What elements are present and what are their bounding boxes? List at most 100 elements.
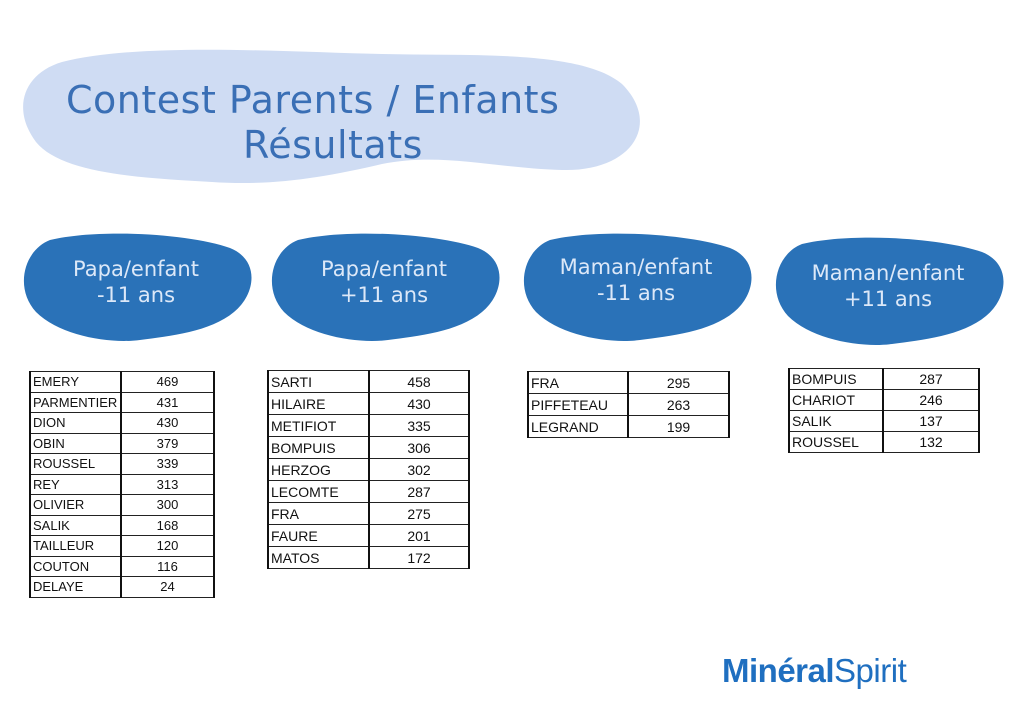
category-papa-plus11: Papa/enfant +11 ans bbox=[268, 232, 500, 344]
participant-score: 300 bbox=[120, 494, 215, 516]
table-row: LEGRAND 199 bbox=[527, 415, 730, 438]
participant-score: 246 bbox=[882, 389, 980, 411]
page-title-line2: Résultats bbox=[243, 123, 423, 167]
participant-score: 137 bbox=[882, 410, 980, 432]
table-row: SARTI 458 bbox=[267, 370, 470, 393]
participant-score: 431 bbox=[120, 391, 215, 413]
table-row: PIFFETEAU 263 bbox=[527, 393, 730, 416]
participant-name: ROUSSEL bbox=[29, 453, 122, 475]
participant-name: FRA bbox=[267, 502, 370, 525]
participant-name: DION bbox=[29, 412, 122, 434]
participant-score: 120 bbox=[120, 535, 215, 557]
table-row: METIFIOT 335 bbox=[267, 414, 470, 437]
category-label: Papa/enfant +11 ans bbox=[268, 256, 500, 308]
results-table-maman-plus11: BOMPUIS 287 CHARIOT 246 SALIK 137 ROUSSEL 132 bbox=[788, 368, 980, 453]
participant-name: OBIN bbox=[29, 432, 122, 454]
participant-name: DELAYE bbox=[29, 576, 122, 598]
page-title-line1: Contest Parents / Enfants bbox=[66, 78, 560, 122]
category-label-line2: +11 ans bbox=[339, 283, 429, 307]
table-row: BOMPUIS 306 bbox=[267, 436, 470, 459]
category-label-line2: +11 ans bbox=[843, 287, 933, 311]
participant-name: ROUSSEL bbox=[788, 431, 884, 453]
participant-name: LEGRAND bbox=[527, 415, 629, 438]
table-row: HERZOG 302 bbox=[267, 458, 470, 481]
participant-score: 201 bbox=[368, 524, 470, 547]
table-row: ROUSSEL 132 bbox=[788, 431, 980, 453]
category-blob-shape bbox=[23, 233, 252, 341]
category-label-line2: -11 ans bbox=[96, 283, 176, 307]
title-banner bbox=[22, 44, 644, 186]
participant-name: CHARIOT bbox=[788, 389, 884, 411]
category-blob-shape bbox=[271, 233, 500, 341]
table-row: OBIN 379 bbox=[29, 432, 215, 454]
category-blob-shape bbox=[775, 237, 1004, 345]
results-table-papa-minus11: EMERY 469 PARMENTIER 431 DION 430 OBIN 379 ROUSS… bbox=[29, 371, 215, 598]
table-row: TAILLEUR 120 bbox=[29, 535, 215, 557]
table-row: BOMPUIS 287 bbox=[788, 368, 980, 390]
table-row: REY 313 bbox=[29, 473, 215, 495]
participant-name: PIFFETEAU bbox=[527, 393, 629, 416]
participant-name: METIFIOT bbox=[267, 414, 370, 437]
participant-score: 302 bbox=[368, 458, 470, 481]
participant-score: 313 bbox=[120, 473, 215, 495]
participant-score: 379 bbox=[120, 432, 215, 454]
table-row: DION 430 bbox=[29, 412, 215, 434]
table-row: MATOS 172 bbox=[267, 546, 470, 569]
participant-name: MATOS bbox=[267, 546, 370, 569]
results-table-maman-minus11: FRA 295 PIFFETEAU 263 LEGRAND 199 bbox=[527, 371, 730, 438]
participant-score: 458 bbox=[368, 370, 470, 393]
table-row: ROUSSEL 339 bbox=[29, 453, 215, 475]
participant-score: 263 bbox=[627, 393, 730, 416]
participant-score: 287 bbox=[368, 480, 470, 503]
category-papa-minus11: Papa/enfant -11 ans bbox=[20, 232, 252, 344]
table-row: FAURE 201 bbox=[267, 524, 470, 547]
table-row: SALIK 168 bbox=[29, 514, 215, 536]
category-label: Papa/enfant -11 ans bbox=[20, 256, 252, 308]
category-label: Maman/enfant -11 ans bbox=[520, 254, 752, 306]
table-row: PARMENTIER 431 bbox=[29, 391, 215, 413]
participant-name: TAILLEUR bbox=[29, 535, 122, 557]
participant-score: 24 bbox=[120, 576, 215, 598]
participant-name: FRA bbox=[527, 371, 629, 394]
category-label-line1: Papa/enfant bbox=[73, 257, 199, 281]
participant-score: 430 bbox=[120, 412, 215, 434]
participant-score: 469 bbox=[120, 371, 215, 393]
table-row: COUTON 116 bbox=[29, 555, 215, 577]
participant-score: 306 bbox=[368, 436, 470, 459]
category-label-line1: Maman/enfant bbox=[811, 261, 965, 285]
participant-name: EMERY bbox=[29, 371, 122, 393]
table-row: DELAYE 24 bbox=[29, 576, 215, 598]
participant-name: BOMPUIS bbox=[788, 368, 884, 390]
participant-score: 168 bbox=[120, 514, 215, 536]
participant-score: 339 bbox=[120, 453, 215, 475]
participant-name: BOMPUIS bbox=[267, 436, 370, 459]
logo-part2: Spirit bbox=[834, 652, 907, 689]
participant-name: OLIVIER bbox=[29, 494, 122, 516]
participant-name: LECOMTE bbox=[267, 480, 370, 503]
participant-score: 172 bbox=[368, 546, 470, 569]
table-row: FRA 275 bbox=[267, 502, 470, 525]
category-label-line1: Maman/enfant bbox=[559, 255, 713, 279]
participant-name: SARTI bbox=[267, 370, 370, 393]
table-row: CHARIOT 246 bbox=[788, 389, 980, 411]
participant-score: 275 bbox=[368, 502, 470, 525]
participant-name: FAURE bbox=[267, 524, 370, 547]
logo-part1: Minéral bbox=[722, 652, 835, 689]
category-maman-minus11: Maman/enfant -11 ans bbox=[520, 232, 752, 344]
participant-name: PARMENTIER bbox=[29, 391, 122, 413]
category-maman-plus11: Maman/enfant +11 ans bbox=[772, 236, 1004, 348]
table-row: SALIK 137 bbox=[788, 410, 980, 432]
participant-name: HERZOG bbox=[267, 458, 370, 481]
table-row: HILAIRE 430 bbox=[267, 392, 470, 415]
table-row: OLIVIER 300 bbox=[29, 494, 215, 516]
participant-score: 132 bbox=[882, 431, 980, 453]
participant-score: 335 bbox=[368, 414, 470, 437]
table-row: FRA 295 bbox=[527, 371, 730, 394]
participant-score: 199 bbox=[627, 415, 730, 438]
category-blob-shape bbox=[523, 233, 752, 341]
participant-name: HILAIRE bbox=[267, 392, 370, 415]
category-label: Maman/enfant +11 ans bbox=[772, 260, 1004, 312]
category-label-line2: -11 ans bbox=[596, 281, 676, 305]
results-table-papa-plus11: SARTI 458 HILAIRE 430 METIFIOT 335 BOMPUIS 306 H… bbox=[267, 370, 470, 569]
participant-name: COUTON bbox=[29, 555, 122, 577]
